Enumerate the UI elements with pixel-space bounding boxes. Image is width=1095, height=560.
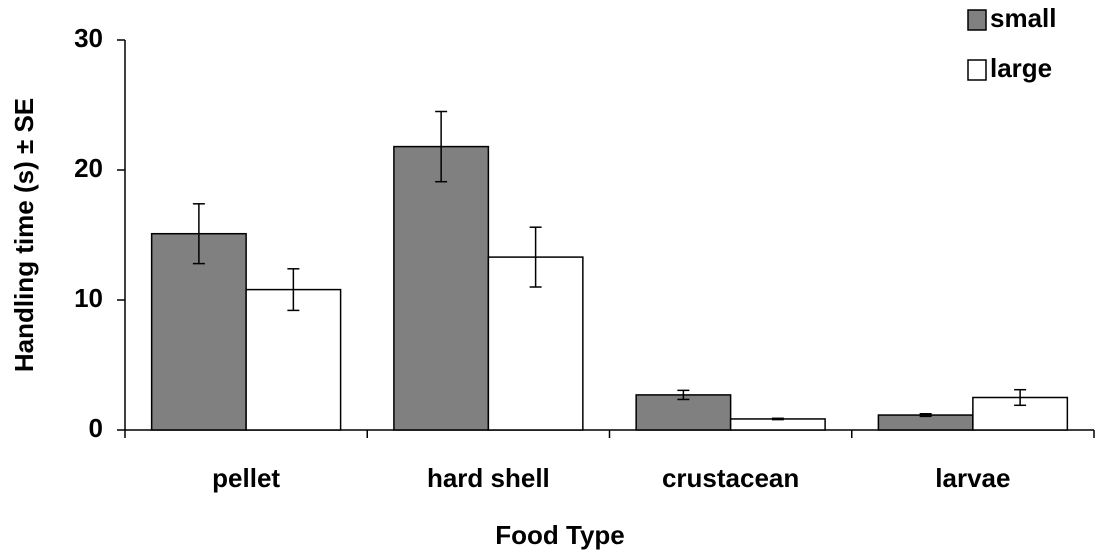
error-bar	[435, 110, 448, 183]
y-tick-label: 10	[74, 283, 103, 313]
legend-label: small	[990, 3, 1057, 33]
bar	[245, 288, 342, 431]
x-tick-label: hard shell	[427, 463, 550, 493]
bar	[150, 232, 247, 431]
bar	[877, 414, 974, 431]
bar	[729, 418, 826, 431]
legend-label: large	[990, 53, 1052, 83]
error-bar	[919, 413, 932, 418]
y-tick-label: 0	[89, 413, 103, 443]
error-bar	[287, 268, 300, 312]
legend-swatch	[967, 59, 987, 81]
y-tick-label: 20	[74, 153, 103, 183]
error-bar	[677, 389, 690, 401]
error-bar	[771, 417, 784, 421]
error-bar	[529, 226, 542, 288]
x-axis-label: Food Type	[495, 520, 625, 550]
bar	[635, 394, 732, 431]
y-tick-label: 30	[74, 23, 103, 53]
x-tick-label: pellet	[212, 463, 280, 493]
error-bar	[192, 203, 205, 265]
legend-swatch	[967, 9, 987, 31]
x-tick-label: crustacean	[662, 463, 799, 493]
y-axis-label: Handling time (s) ± SE	[9, 98, 39, 372]
error-bar	[1014, 388, 1027, 407]
x-tick-label: larvae	[935, 463, 1010, 493]
bar	[393, 145, 490, 431]
